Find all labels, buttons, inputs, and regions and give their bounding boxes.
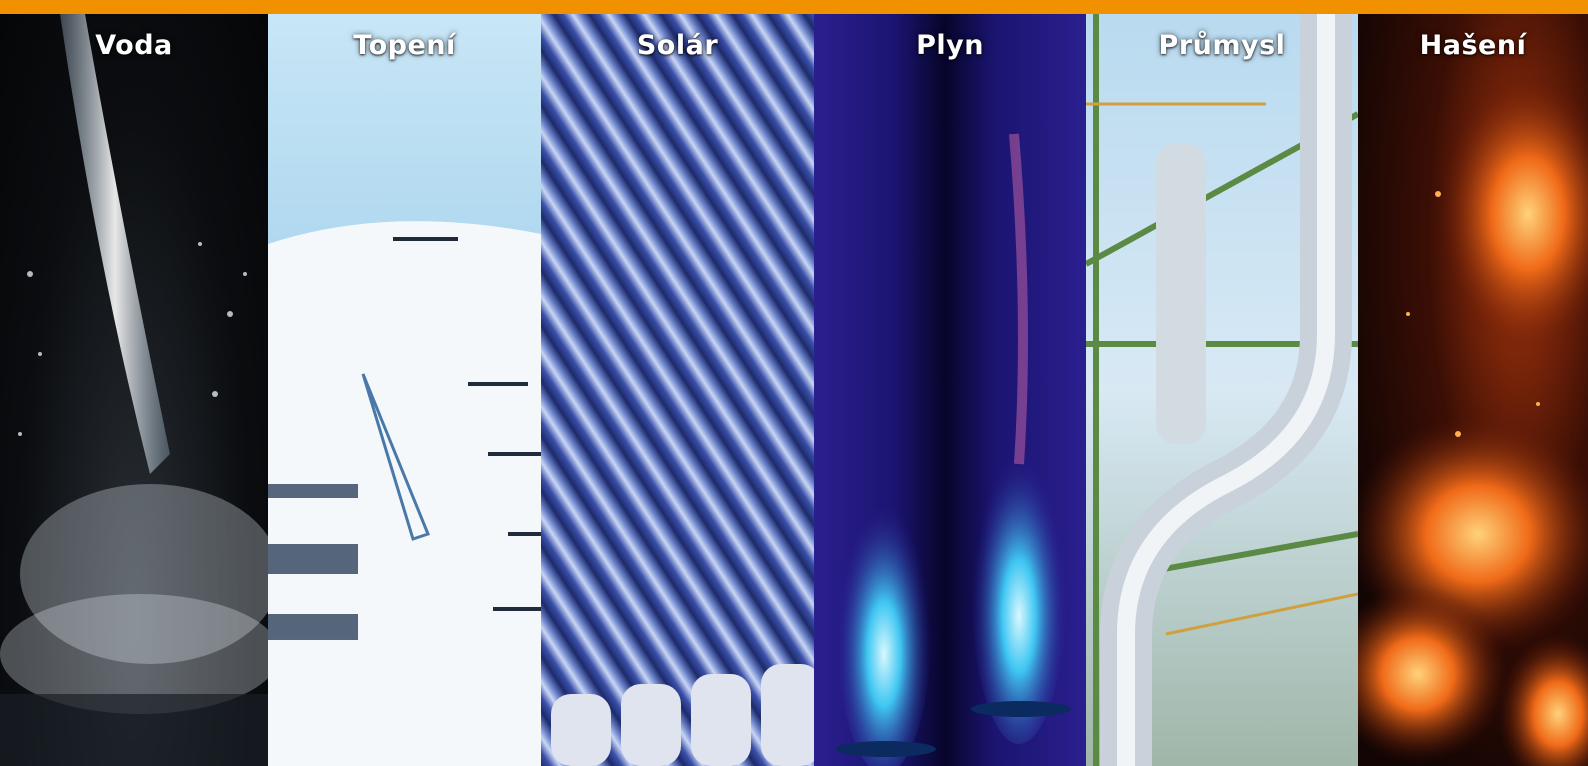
panel-label: Hašení bbox=[1419, 30, 1527, 61]
panel-label: Voda bbox=[95, 30, 173, 61]
panel-solar[interactable]: Solár bbox=[541, 14, 814, 766]
fire-art bbox=[1358, 74, 1588, 766]
industry-art bbox=[1086, 14, 1358, 766]
panel-firefighting[interactable]: Hašení bbox=[1358, 14, 1588, 766]
panel-label: Topení bbox=[353, 30, 456, 61]
panel-label: Plyn bbox=[916, 30, 984, 61]
water-art bbox=[0, 14, 268, 766]
panel-gas[interactable]: Plyn bbox=[814, 14, 1086, 766]
solar-art bbox=[551, 664, 814, 766]
panel-industry[interactable]: Průmysl bbox=[1086, 14, 1358, 766]
top-bar bbox=[0, 0, 1588, 14]
panel-water[interactable]: Voda bbox=[0, 14, 268, 766]
gas-art bbox=[836, 133, 1071, 766]
heating-art bbox=[268, 221, 541, 766]
panel-heating[interactable]: Topení bbox=[268, 14, 541, 766]
panel-strip: Voda Topení Solár bbox=[0, 14, 1588, 766]
panel-label: Průmysl bbox=[1158, 30, 1286, 61]
panel-label: Solár bbox=[636, 30, 719, 61]
